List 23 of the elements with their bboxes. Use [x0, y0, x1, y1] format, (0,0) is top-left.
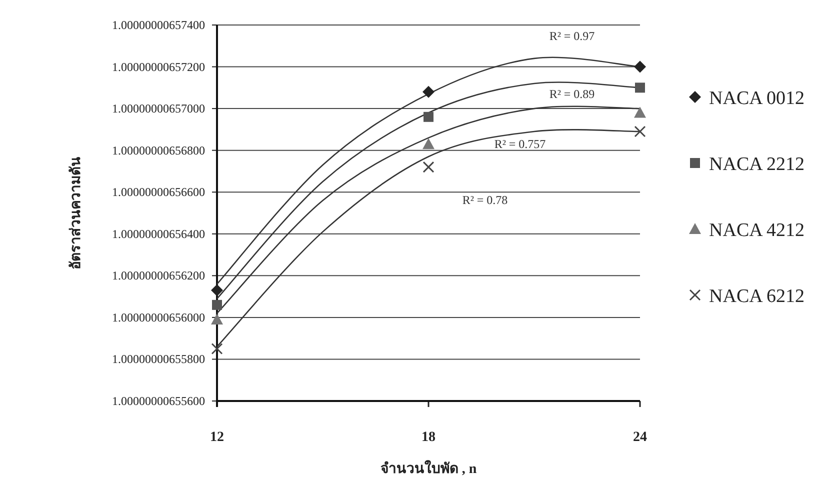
legend-label: NACA 0012: [709, 88, 805, 109]
annotation: R² = 0.89: [549, 87, 595, 101]
y-tick-label: 1.00000000655600: [112, 394, 205, 408]
annotation: R² = 0.97: [549, 29, 595, 43]
annotation: R² = 0.757: [494, 137, 546, 151]
y-tick-label: 1.00000000656200: [112, 268, 205, 283]
y-tick-label: 1.00000000656400: [112, 226, 205, 241]
x-tick-label: 18: [422, 430, 436, 445]
y-tick-label: 1.00000000656000: [112, 310, 205, 324]
y-tick-label: 1.00000000656600: [112, 185, 205, 200]
y-tick-label: 1.00000000656800: [112, 143, 205, 158]
x-axis-title: จำนวนใบพัด , n: [380, 459, 477, 477]
x-tick-label: 12: [210, 430, 224, 445]
y-tick-label: 1.00000000657200: [112, 60, 205, 74]
x-tick-label: 24: [633, 430, 647, 445]
y-tick-label: 1.00000000657000: [112, 102, 205, 116]
y-tick-label: 1.00000000655800: [112, 352, 205, 366]
y-tick-label: 1.00000000657400: [112, 18, 205, 32]
annotation: R² = 0.78: [462, 193, 508, 207]
legend-label: NACA 6212: [709, 286, 805, 307]
y-axis-title: อัตราส่วนความดัน: [68, 156, 84, 270]
legend-label: NACA 2212: [709, 154, 805, 175]
legend-label: NACA 4212: [709, 220, 805, 241]
